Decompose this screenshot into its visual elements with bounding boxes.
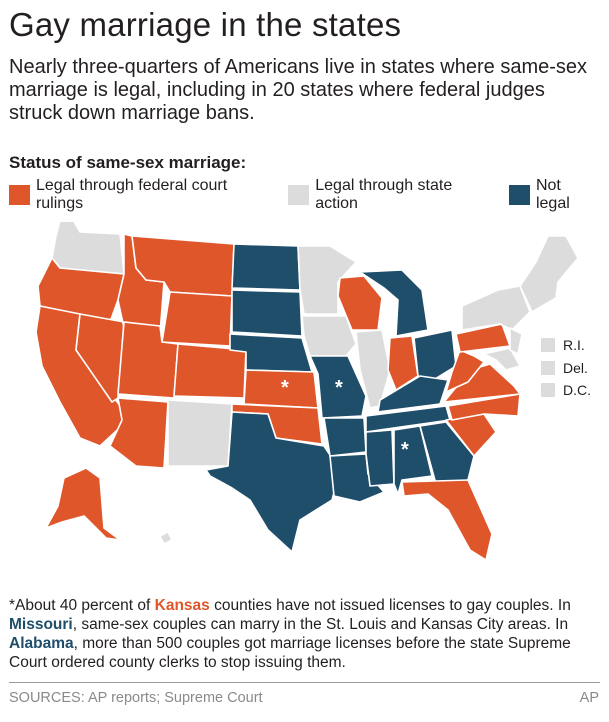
legend-heading: Status of same-sex marriage:: [9, 153, 247, 172]
state-ohio: [413, 329, 457, 383]
small-state-label-dc: D.C.: [563, 382, 591, 398]
footnote-part-1: *About 40 percent of: [9, 597, 155, 614]
small-state-dc: D.C.: [541, 382, 591, 398]
small-state-ri: R.I.: [541, 337, 585, 353]
state-georgia: [419, 421, 475, 485]
footnote-missouri: Missouri: [9, 616, 73, 633]
state-michigan: [359, 269, 429, 337]
footnote-part-4: , more than 500 couples got marriage lic…: [9, 635, 571, 671]
us-map: * * *: [35, 222, 579, 561]
state-oregon: [37, 257, 125, 323]
credit: AP: [579, 690, 599, 706]
state-texas: [205, 411, 341, 553]
footnote-kansas: Kansas: [154, 597, 210, 614]
state-mississippi: [365, 429, 395, 487]
legend-swatch-not-legal: [509, 185, 530, 205]
alabama-asterisk: *: [401, 439, 409, 461]
small-state-swatch-dc: [541, 383, 555, 397]
subtitle: Nearly three-quarters of Americans live …: [9, 56, 588, 124]
legend-label-state: Legal through state action: [315, 177, 453, 212]
state-nevada: [75, 313, 125, 403]
kansas-asterisk: *: [281, 377, 289, 399]
state-florida: [401, 479, 493, 561]
page-title: Gay marriage in the states: [9, 6, 402, 43]
legend-item-federal: Legal through federal court rulings: [9, 177, 278, 213]
small-state-label-del: Del.: [563, 360, 588, 376]
state-missouri: [309, 355, 367, 419]
small-state-swatch-ri: [541, 338, 555, 352]
state-hawaii: [159, 531, 173, 545]
footnote-alabama: Alabama: [9, 635, 74, 652]
state-new-jersey: [509, 327, 523, 355]
missouri-asterisk: *: [335, 377, 343, 399]
state-arkansas: [323, 417, 367, 457]
sources: SOURCES: AP reports; Supreme Court: [9, 690, 263, 706]
state-maryland: [483, 347, 521, 371]
state-new-england: [519, 235, 579, 313]
footnote-part-3: , same-sex couples can marry in the St. …: [72, 616, 569, 633]
small-state-label-ri: R.I.: [563, 337, 585, 353]
footnote: *About 40 percent of Kansas counties hav…: [9, 596, 601, 672]
state-south-dakota: [231, 289, 303, 337]
small-state-del: Del.: [541, 360, 588, 376]
small-state-swatch-del: [541, 361, 555, 375]
legend-label-not-legal: Not legal: [535, 177, 570, 212]
footer-divider: [9, 682, 600, 683]
footnote-part-2: counties have not issued licenses to gay…: [209, 597, 571, 614]
state-wyoming: [161, 291, 233, 347]
legend-item-not-legal: Not legal: [509, 177, 599, 213]
legend-label-federal: Legal through federal court rulings: [35, 177, 228, 212]
legend-item-state: Legal through state action: [288, 177, 499, 213]
state-new-york: [461, 285, 531, 331]
state-colorado: [173, 343, 247, 399]
legend-swatch-federal: [9, 185, 30, 205]
state-north-dakota: [231, 243, 301, 291]
state-washington: [51, 222, 125, 275]
state-new-mexico: [167, 399, 233, 467]
legend-swatch-state: [288, 185, 310, 205]
state-kentucky: [377, 375, 449, 413]
legend: Legal through federal court rulings Lega…: [9, 177, 609, 212]
state-alaska: [45, 467, 121, 541]
